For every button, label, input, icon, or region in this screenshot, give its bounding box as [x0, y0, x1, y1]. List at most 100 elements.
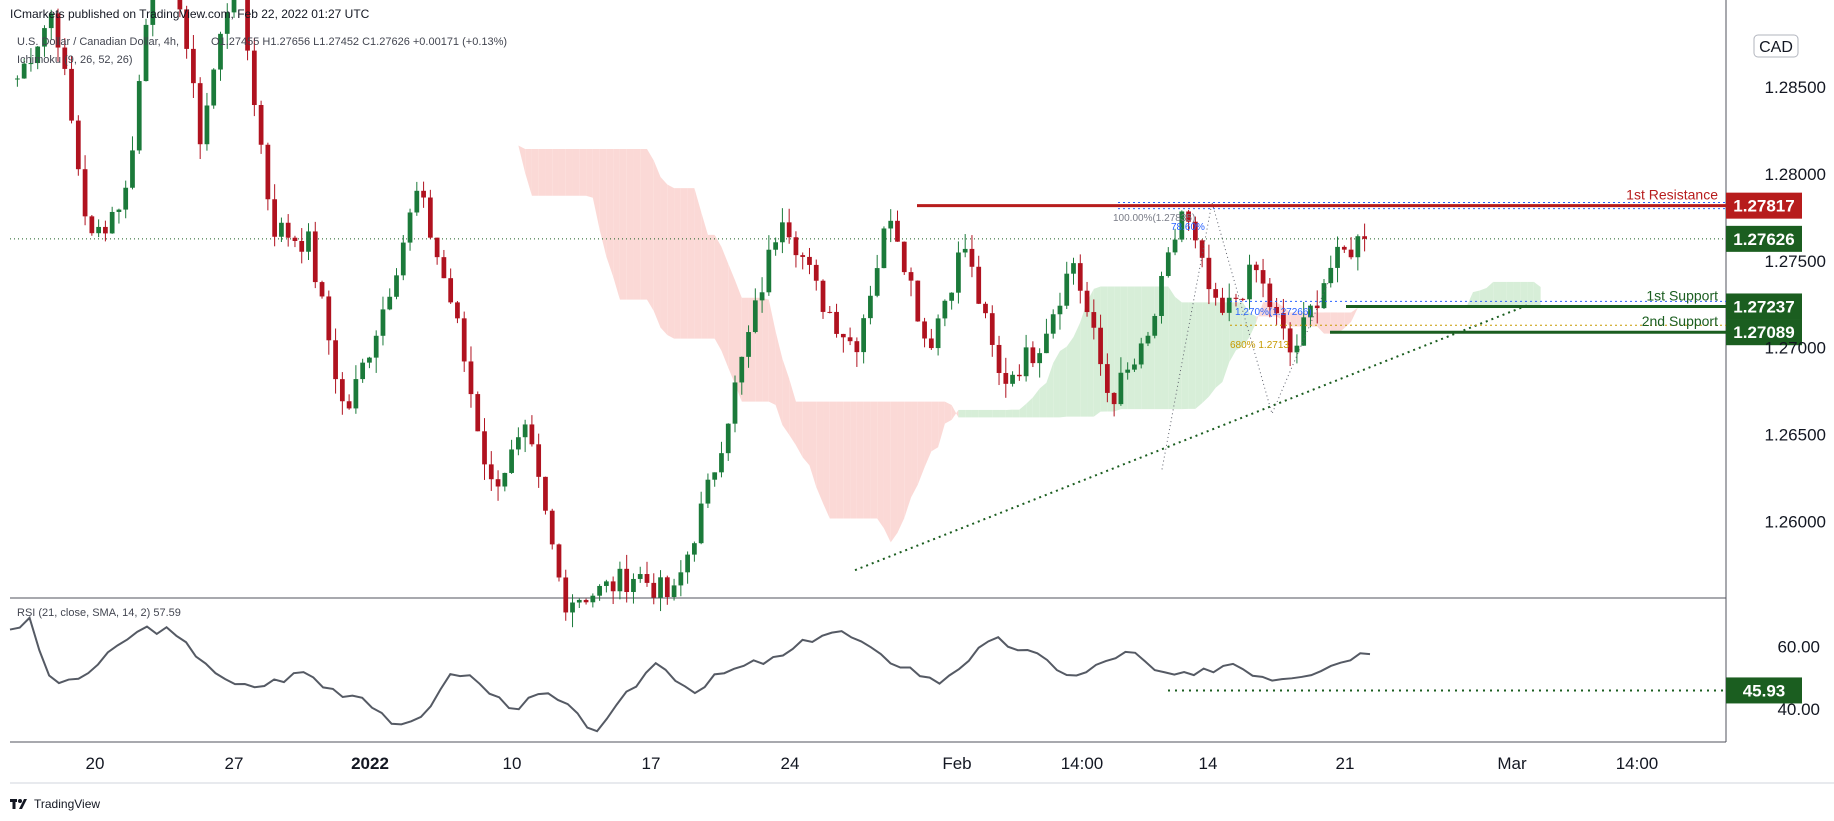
candle-body[interactable]	[1348, 249, 1354, 258]
candle-body[interactable]	[1192, 221, 1198, 241]
candle-body[interactable]	[1125, 369, 1131, 373]
candle-body[interactable]	[69, 68, 74, 121]
candle-body[interactable]	[502, 472, 508, 487]
candle-body[interactable]	[773, 242, 778, 250]
candle-body[interactable]	[1172, 239, 1178, 253]
candle-body[interactable]	[109, 211, 115, 234]
rsi-legend[interactable]: RSI (21, close, SMA, 14, 2) 57.59	[17, 607, 181, 619]
candle-body[interactable]	[28, 63, 34, 65]
candle-body[interactable]	[820, 280, 826, 312]
candle-body[interactable]	[1328, 267, 1334, 284]
candle-body[interactable]	[915, 280, 921, 322]
candle-body[interactable]	[211, 69, 217, 106]
candle-body[interactable]	[509, 449, 514, 473]
candle-body[interactable]	[96, 226, 101, 234]
candle-body[interactable]	[1010, 374, 1015, 384]
candle-body[interactable]	[969, 248, 975, 267]
candle-body[interactable]	[766, 249, 772, 293]
candle-body[interactable]	[488, 464, 494, 480]
candle-body[interactable]	[1165, 252, 1171, 276]
candle-body[interactable]	[123, 187, 129, 210]
candle-body[interactable]	[1287, 328, 1293, 353]
candle-body[interactable]	[536, 444, 542, 477]
candle-body[interactable]	[1355, 236, 1361, 258]
candle-body[interactable]	[570, 602, 575, 613]
candle-body[interactable]	[455, 302, 460, 319]
candle-body[interactable]	[1240, 298, 1246, 300]
candle-body[interactable]	[1281, 313, 1286, 329]
candle-body[interactable]	[698, 503, 704, 544]
candle-body[interactable]	[306, 231, 311, 252]
candle-body[interactable]	[624, 568, 630, 593]
candle-body[interactable]	[312, 231, 318, 283]
candle-body[interactable]	[1274, 306, 1279, 314]
candle-body[interactable]	[75, 120, 81, 170]
candle-body[interactable]	[610, 581, 616, 592]
candle-body[interactable]	[1294, 345, 1300, 353]
candle-body[interactable]	[1023, 347, 1029, 377]
candle-body[interactable]	[935, 318, 941, 349]
candle-body[interactable]	[42, 28, 47, 47]
candle-body[interactable]	[617, 568, 623, 592]
candle-body[interactable]	[475, 394, 481, 432]
candle-body[interactable]	[692, 543, 697, 555]
candle-body[interactable]	[319, 282, 325, 297]
level-price-tag-2[interactable]	[1726, 319, 1802, 346]
candle-body[interactable]	[1132, 364, 1137, 370]
candle-body[interactable]	[373, 335, 379, 358]
candle-body[interactable]	[1152, 315, 1158, 336]
candle-body[interactable]	[394, 275, 399, 297]
candle-body[interactable]	[597, 585, 602, 596]
candle-body[interactable]	[1091, 312, 1097, 328]
candle-body[interactable]	[339, 379, 345, 402]
candle-body[interactable]	[251, 50, 257, 106]
candle-body[interactable]	[1145, 335, 1151, 344]
candle-body[interactable]	[441, 257, 447, 279]
candle-body[interactable]	[949, 292, 955, 301]
candle-body[interactable]	[177, 0, 183, 10]
candle-body[interactable]	[556, 544, 562, 578]
candle-body[interactable]	[197, 83, 203, 145]
candle-body[interactable]	[631, 578, 636, 593]
candle-body[interactable]	[224, 12, 230, 34]
candle-body[interactable]	[1267, 283, 1273, 307]
tradingview-brand[interactable]: TradingView	[10, 797, 100, 811]
candle-body[interactable]	[400, 242, 406, 276]
candle-body[interactable]	[989, 313, 995, 345]
candle-body[interactable]	[367, 357, 372, 363]
candle-body[interactable]	[956, 252, 961, 293]
candle-body[interactable]	[515, 437, 521, 450]
candle-body[interactable]	[800, 255, 806, 257]
candle-body[interactable]	[1253, 264, 1259, 271]
candle-body[interactable]	[1077, 263, 1083, 291]
candle-body[interactable]	[780, 222, 785, 243]
candle-body[interactable]	[1314, 305, 1320, 309]
candle-body[interactable]	[1233, 297, 1239, 299]
candle-body[interactable]	[1084, 290, 1090, 313]
candle-body[interactable]	[346, 401, 352, 409]
candle-body[interactable]	[55, 13, 61, 48]
candle-body[interactable]	[1044, 333, 1049, 354]
candle-body[interactable]	[847, 337, 853, 342]
candle-body[interactable]	[881, 228, 887, 269]
candle-body[interactable]	[136, 81, 142, 151]
candle-body[interactable]	[725, 423, 731, 454]
candle-body[interactable]	[827, 311, 833, 313]
candle-body[interactable]	[739, 356, 745, 383]
candle-body[interactable]	[35, 46, 41, 64]
candle-body[interactable]	[1118, 372, 1124, 405]
candle-body[interactable]	[1016, 374, 1022, 377]
candle-body[interactable]	[658, 577, 663, 598]
candle-body[interactable]	[854, 341, 860, 353]
candle-body[interactable]	[1064, 273, 1070, 306]
candle-body[interactable]	[671, 585, 677, 598]
candle-body[interactable]	[407, 212, 413, 243]
candle-body[interactable]	[962, 248, 968, 253]
candle-body[interactable]	[976, 266, 982, 304]
candle-body[interactable]	[996, 344, 1002, 373]
candle-body[interactable]	[326, 296, 332, 341]
candle-body[interactable]	[793, 237, 799, 256]
rsi-line[interactable]	[9, 615, 1371, 733]
candle-body[interactable]	[482, 431, 487, 465]
candle-body[interactable]	[752, 300, 758, 333]
